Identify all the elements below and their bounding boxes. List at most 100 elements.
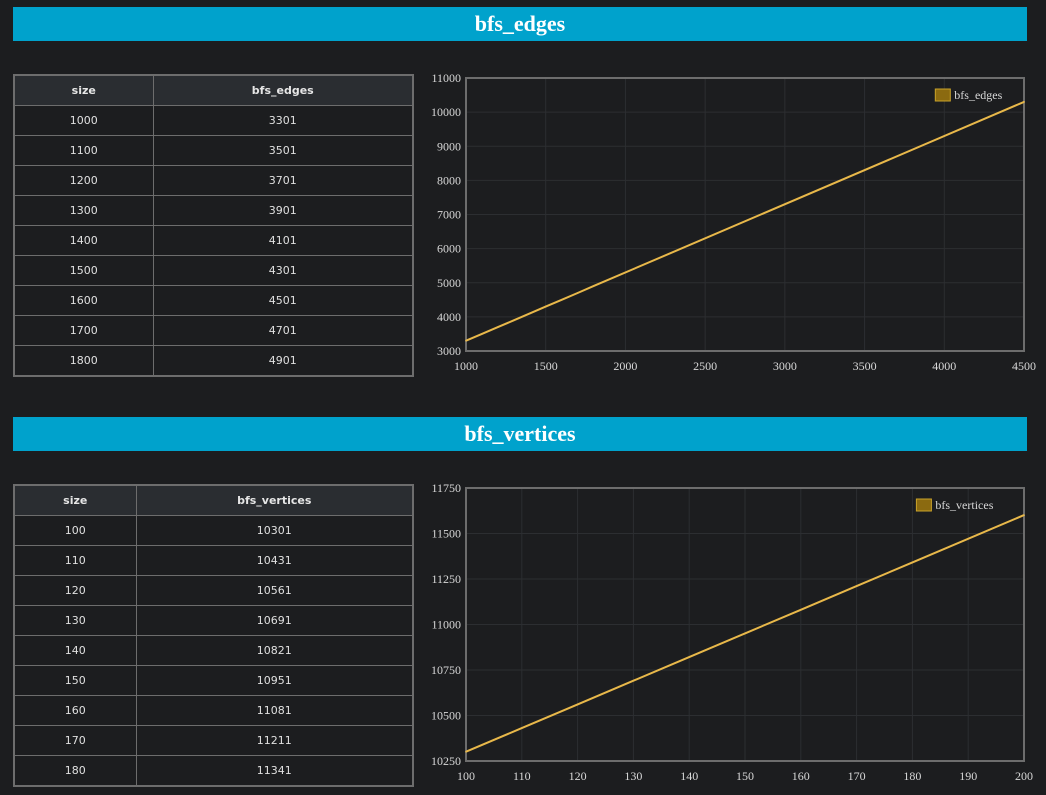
- table-row: 100 10301: [13, 515, 414, 546]
- table-row: 1100 3501: [13, 135, 414, 166]
- size-cell: 1300: [13, 195, 154, 226]
- size-cell: 1600: [13, 285, 154, 316]
- x-tick-label: 100: [457, 769, 475, 783]
- size-cell: 140: [13, 635, 137, 666]
- y-tick-label: 11500: [431, 527, 461, 541]
- table-row: 1400 4101: [13, 225, 414, 256]
- data-point: [528, 312, 531, 315]
- data-point: [576, 292, 579, 294]
- table-row: 120 10561: [13, 575, 414, 606]
- data-point: [592, 285, 595, 287]
- table-row: 170 11211: [13, 725, 414, 756]
- bfs-edges-table: size bfs_edges 1000 3301 1100 3501 1200 3701 1…: [13, 74, 414, 377]
- plot-area-border: [465, 77, 1025, 352]
- x-tick-label: 120: [569, 769, 587, 783]
- legend-swatch: [934, 88, 951, 102]
- y-tick-label: 11000: [431, 618, 461, 632]
- value-cell: 10431: [135, 545, 414, 576]
- table-body: 1000 3301 1100 3501 1200 3701 1300 3901 1400 4101…: [13, 105, 414, 377]
- x-tick-label: 3000: [773, 359, 797, 373]
- value-cell: 3901: [152, 195, 414, 226]
- bfs-vertices-chart: 100 110 120 130 140 150 160 170 180 190 200 10250 10…: [431, 481, 1033, 783]
- value-cell: 3301: [152, 105, 414, 136]
- value-cell: 10561: [135, 575, 414, 606]
- x-tick-label: 150: [736, 769, 754, 783]
- size-cell: 160: [13, 695, 137, 726]
- section-title-bfs-vertices: bfs_vertices: [13, 417, 1027, 451]
- legend-label: bfs_edges: [954, 88, 1002, 102]
- x-tick-label: 140: [680, 769, 698, 783]
- size-cell: 150: [13, 665, 137, 696]
- value-cell: 4301: [152, 255, 414, 286]
- plot-area-border: [465, 487, 1025, 762]
- data-point: [465, 750, 467, 753]
- x-tick-label: 190: [959, 769, 977, 783]
- value-cell: 10301: [135, 515, 414, 546]
- x-tick-label: 3500: [853, 359, 877, 373]
- table-row: 160 11081: [13, 695, 414, 726]
- data-point: [1023, 514, 1025, 516]
- x-tick-label: 130: [624, 769, 642, 783]
- x-tick-label: 1000: [454, 359, 478, 373]
- table-row: 1600 4501: [13, 285, 414, 316]
- value-cell: 4501: [152, 285, 414, 316]
- y-tick-label: 11000: [431, 71, 461, 85]
- table-row: 110 10431: [13, 545, 414, 576]
- data-point: [576, 703, 579, 706]
- x-tick-label: 180: [903, 769, 921, 783]
- value-cell: 11341: [135, 755, 414, 787]
- size-cell: 1500: [13, 255, 154, 286]
- data-point: [1023, 101, 1025, 103]
- data-point: [497, 326, 499, 328]
- x-tick-label: 110: [513, 769, 531, 783]
- value-cell: 3501: [152, 135, 414, 166]
- y-tick-label: 10250: [431, 754, 461, 768]
- table-row: 1300 3901: [13, 195, 414, 226]
- data-point: [560, 298, 563, 301]
- data-point: [513, 319, 515, 322]
- column-header-size[interactable]: size: [13, 74, 154, 106]
- value-cell: 3701: [152, 165, 414, 196]
- y-tick-label: 6000: [437, 242, 461, 256]
- table-row: 1500 4301: [13, 255, 414, 286]
- column-header-size[interactable]: size: [13, 484, 137, 516]
- y-tick-label: 11750: [431, 481, 461, 495]
- size-cell: 130: [13, 605, 137, 636]
- x-tick-label: 4000: [932, 359, 956, 373]
- size-cell: 100: [13, 515, 137, 546]
- size-cell: 110: [13, 545, 137, 576]
- table-body: 100 10301 110 10431 120 10561 130 10691 140 10821…: [13, 515, 414, 787]
- y-tick-label: 9000: [437, 139, 461, 153]
- series-line: [465, 514, 1025, 753]
- table-row: 140 10821: [13, 635, 414, 666]
- x-tick-label: 200: [1015, 769, 1033, 783]
- data-point: [544, 305, 547, 308]
- column-header-bfs-vertices[interactable]: bfs_vertices: [135, 484, 414, 516]
- value-cell: 10951: [135, 665, 414, 696]
- x-tick-label: 4500: [1012, 359, 1036, 373]
- size-cell: 1400: [13, 225, 154, 256]
- series-line: [465, 100, 1025, 342]
- table-row: 1000 3301: [13, 105, 414, 136]
- table-row: 1800 4901: [13, 345, 414, 377]
- column-header-bfs-edges[interactable]: bfs_edges: [152, 74, 414, 106]
- y-tick-label: 10750: [431, 663, 461, 677]
- table-row: 180 11341: [13, 755, 414, 787]
- table-row: 130 10691: [13, 605, 414, 636]
- bfs-edges-chart: 1000 1500 2000 2500 3000 3500 4000 4500 3000 4000…: [431, 71, 1036, 373]
- bfs-vertices-table: size bfs_vertices 100 10301 110 10431 120 105…: [13, 484, 414, 787]
- value-cell: 4101: [152, 225, 414, 256]
- legend-label: bfs_vertices: [935, 498, 993, 512]
- x-tick-label: 2500: [693, 359, 717, 373]
- y-tick-label: 4000: [437, 310, 461, 324]
- value-cell: 4901: [152, 345, 414, 377]
- y-tick-label: 7000: [437, 208, 461, 222]
- data-point: [465, 339, 467, 342]
- value-cell: 4701: [152, 315, 414, 346]
- size-cell: 1200: [13, 165, 154, 196]
- data-point: [481, 333, 483, 335]
- data-point: [632, 679, 635, 682]
- x-tick-label: 170: [848, 769, 866, 783]
- data-point: [521, 727, 523, 729]
- data-point: [744, 632, 746, 635]
